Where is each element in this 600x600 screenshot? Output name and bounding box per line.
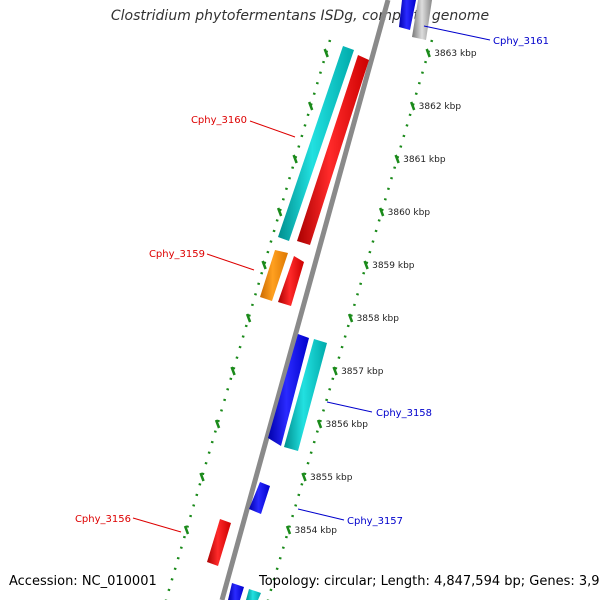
connector-cphy-3160 (249, 120, 296, 138)
tick-mark-outer (285, 525, 292, 535)
gene-cphy-3156[interactable] (207, 519, 231, 566)
tick-label: 3858 kbp (357, 314, 400, 324)
connector-cphy-3158 (326, 401, 373, 413)
tick-mark-inner (276, 207, 283, 217)
gene-cphy-3161[interactable] (399, 0, 416, 30)
tick-label: 3863 kbp (434, 49, 477, 59)
tick-mark-inner (245, 313, 252, 323)
gene-cphy-3158-blue[interactable] (268, 334, 309, 446)
tick-mark-outer (410, 101, 416, 111)
tick-mark-inner (261, 260, 267, 270)
genome-backbone (219, 0, 391, 600)
gene-cphy-3157[interactable] (249, 482, 270, 514)
gene-cphy-3160[interactable] (278, 46, 354, 241)
label-cphy-3156: Cphy_3156 (75, 514, 131, 525)
tick-label: 3859 kbp (372, 261, 415, 271)
tick-mark-inner (323, 48, 329, 58)
tick-mark-inner (308, 101, 314, 111)
connector-cphy-3157 (297, 508, 345, 521)
tick-mark-outer (347, 313, 354, 323)
tick-mark-outer (301, 472, 307, 482)
tick-mark-outer (316, 419, 323, 429)
topology-text: Topology: circular; Length: 4,847,594 bp… (259, 574, 600, 589)
tick-mark-inner (230, 366, 236, 376)
tick-mark-outer (394, 154, 400, 164)
gene-cphy-3159[interactable] (278, 256, 304, 306)
tick-mark-inner (292, 154, 298, 164)
tick-label: 3857 kbp (341, 367, 384, 377)
tick-mark-inner (214, 419, 221, 429)
gene-gray-top (412, 0, 432, 40)
label-cphy-3158: Cphy_3158 (376, 408, 432, 419)
label-cphy-3160: Cphy_3160 (191, 115, 247, 126)
label-cphy-3161: Cphy_3161 (493, 36, 549, 47)
label-cphy-3159: Cphy_3159 (149, 249, 205, 260)
tick-label: 3854 kbp (295, 526, 338, 536)
map-title: Clostridium phytofermentans ISDg, comple… (110, 8, 490, 24)
tick-label: 3856 kbp (326, 420, 369, 430)
tick-label: 3862 kbp (419, 102, 462, 112)
tick-label: 3855 kbp (310, 473, 353, 483)
gene-cyan-bottom (246, 589, 261, 600)
gene-cphy-3160-second[interactable] (297, 55, 369, 245)
tick-label: 3860 kbp (388, 208, 431, 218)
connector-cphy-3156 (132, 517, 182, 533)
accession-text: Accession: NC_010001 (9, 574, 157, 589)
connector-cphy-3161 (423, 25, 491, 41)
tick-mark-outer (378, 207, 385, 217)
tick-mark-outer (363, 260, 369, 270)
tick-mark-outer (425, 48, 431, 58)
gene-blue-bottom (228, 583, 244, 600)
tick-mark-inner (183, 525, 190, 535)
gene-cphy-3158[interactable] (284, 339, 327, 451)
tick-label: 3861 kbp (403, 155, 446, 165)
gene-cphy-3159-orange[interactable] (260, 250, 288, 301)
connector-cphy-3159 (206, 253, 255, 271)
tick-mark-outer (332, 366, 338, 376)
tick-mark-inner (199, 472, 205, 482)
label-cphy-3157: Cphy_3157 (347, 516, 403, 527)
